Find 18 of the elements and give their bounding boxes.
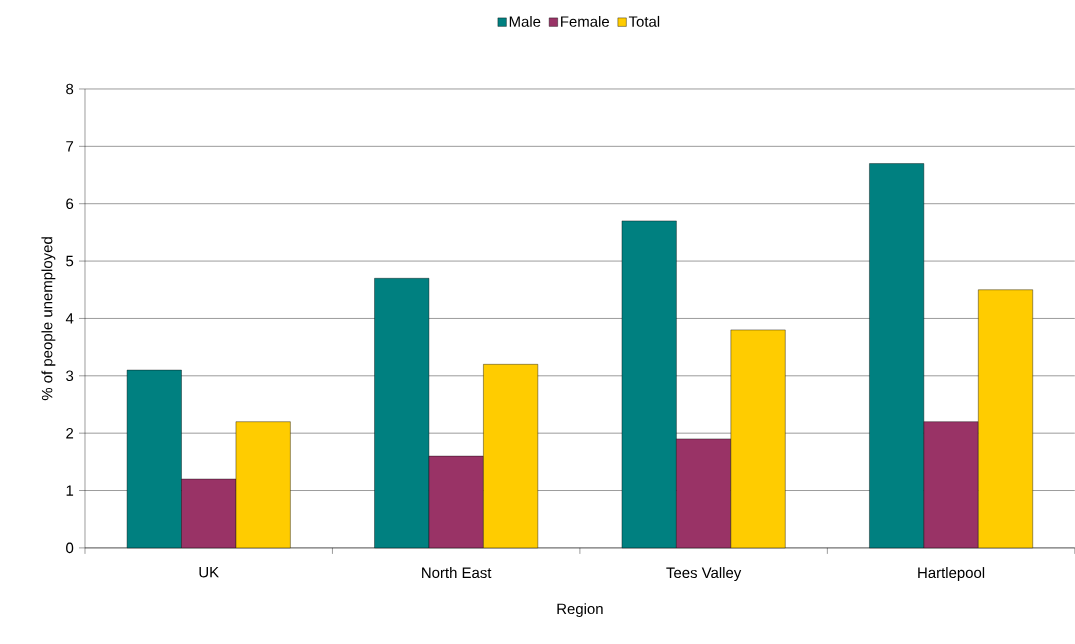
y-tick-label: 5: [66, 255, 74, 267]
x-tick-label: Tees Valley: [666, 567, 742, 582]
y-tick-label: 3: [66, 370, 74, 382]
y-tick-label: 6: [66, 198, 74, 210]
legend-label: Total: [628, 15, 660, 27]
x-axis-title: Region: [557, 603, 603, 618]
x-tick-label: UK: [199, 567, 219, 578]
y-tick-label: 8: [66, 83, 74, 95]
y-tick-label: 2: [66, 428, 74, 439]
legend-label: Male: [509, 15, 541, 27]
y-tick-label: 1: [66, 485, 74, 496]
y-axis-title: % of people unemployed: [41, 237, 56, 401]
y-tick-label: 7: [66, 141, 74, 152]
x-tick-label: Hartlepool: [918, 567, 985, 582]
x-tick-label: North East: [422, 567, 492, 579]
legend-label: Female: [561, 15, 609, 27]
y-tick-label: 0: [66, 542, 74, 554]
y-tick-label: 4: [65, 313, 74, 324]
